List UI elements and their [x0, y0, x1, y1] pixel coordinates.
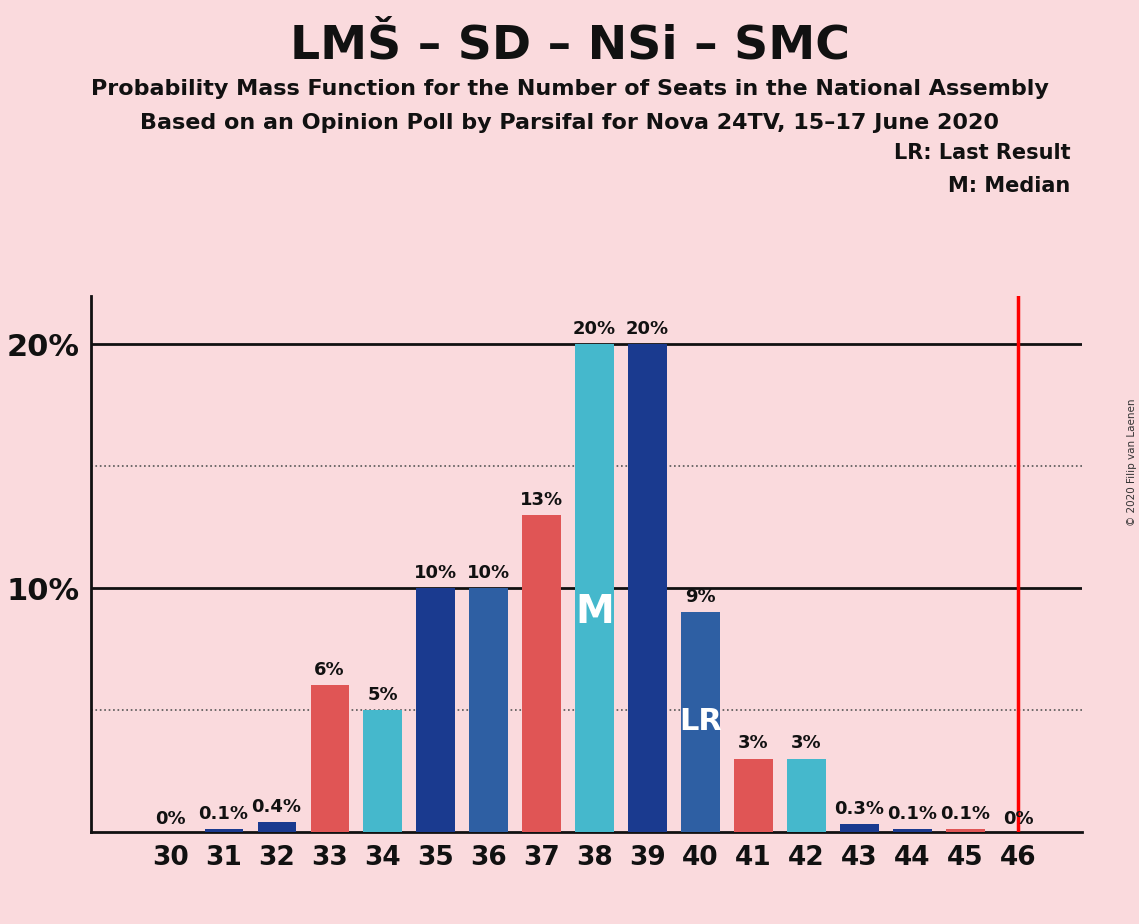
- Text: LR: LR: [679, 708, 722, 736]
- Bar: [469, 588, 508, 832]
- Bar: [417, 588, 454, 832]
- Text: 20%: 20%: [626, 321, 669, 338]
- Bar: [841, 824, 878, 832]
- Bar: [893, 829, 932, 832]
- Text: LMŠ – SD – NSi – SMC: LMŠ – SD – NSi – SMC: [289, 23, 850, 68]
- Text: 3%: 3%: [792, 735, 822, 752]
- Bar: [311, 686, 349, 832]
- Text: 0.3%: 0.3%: [835, 800, 885, 819]
- Text: 10%: 10%: [467, 564, 510, 582]
- Text: 0.1%: 0.1%: [941, 805, 991, 823]
- Bar: [735, 759, 772, 832]
- Text: 5%: 5%: [367, 686, 398, 704]
- Text: 10%: 10%: [413, 564, 457, 582]
- Bar: [681, 613, 720, 832]
- Text: 3%: 3%: [738, 735, 769, 752]
- Bar: [257, 821, 296, 832]
- Text: 0.4%: 0.4%: [252, 797, 302, 816]
- Bar: [363, 710, 402, 832]
- Text: 0.1%: 0.1%: [887, 805, 937, 823]
- Text: 13%: 13%: [521, 491, 563, 509]
- Text: 9%: 9%: [686, 589, 715, 606]
- Text: LR: Last Result: LR: Last Result: [894, 143, 1071, 164]
- Bar: [629, 345, 666, 832]
- Text: Probability Mass Function for the Number of Seats in the National Assembly: Probability Mass Function for the Number…: [91, 79, 1048, 99]
- Text: 20%: 20%: [573, 321, 616, 338]
- Text: 0.1%: 0.1%: [198, 805, 248, 823]
- Text: M: M: [575, 593, 614, 631]
- Text: © 2020 Filip van Laenen: © 2020 Filip van Laenen: [1126, 398, 1137, 526]
- Bar: [947, 829, 984, 832]
- Text: 0%: 0%: [155, 810, 186, 828]
- Bar: [575, 345, 614, 832]
- Text: Based on an Opinion Poll by Parsifal for Nova 24TV, 15–17 June 2020: Based on an Opinion Poll by Parsifal for…: [140, 113, 999, 133]
- Bar: [523, 515, 560, 832]
- Bar: [205, 829, 243, 832]
- Text: M: Median: M: Median: [949, 176, 1071, 196]
- Bar: [787, 759, 826, 832]
- Text: 0%: 0%: [1003, 810, 1034, 828]
- Text: 6%: 6%: [314, 662, 345, 679]
